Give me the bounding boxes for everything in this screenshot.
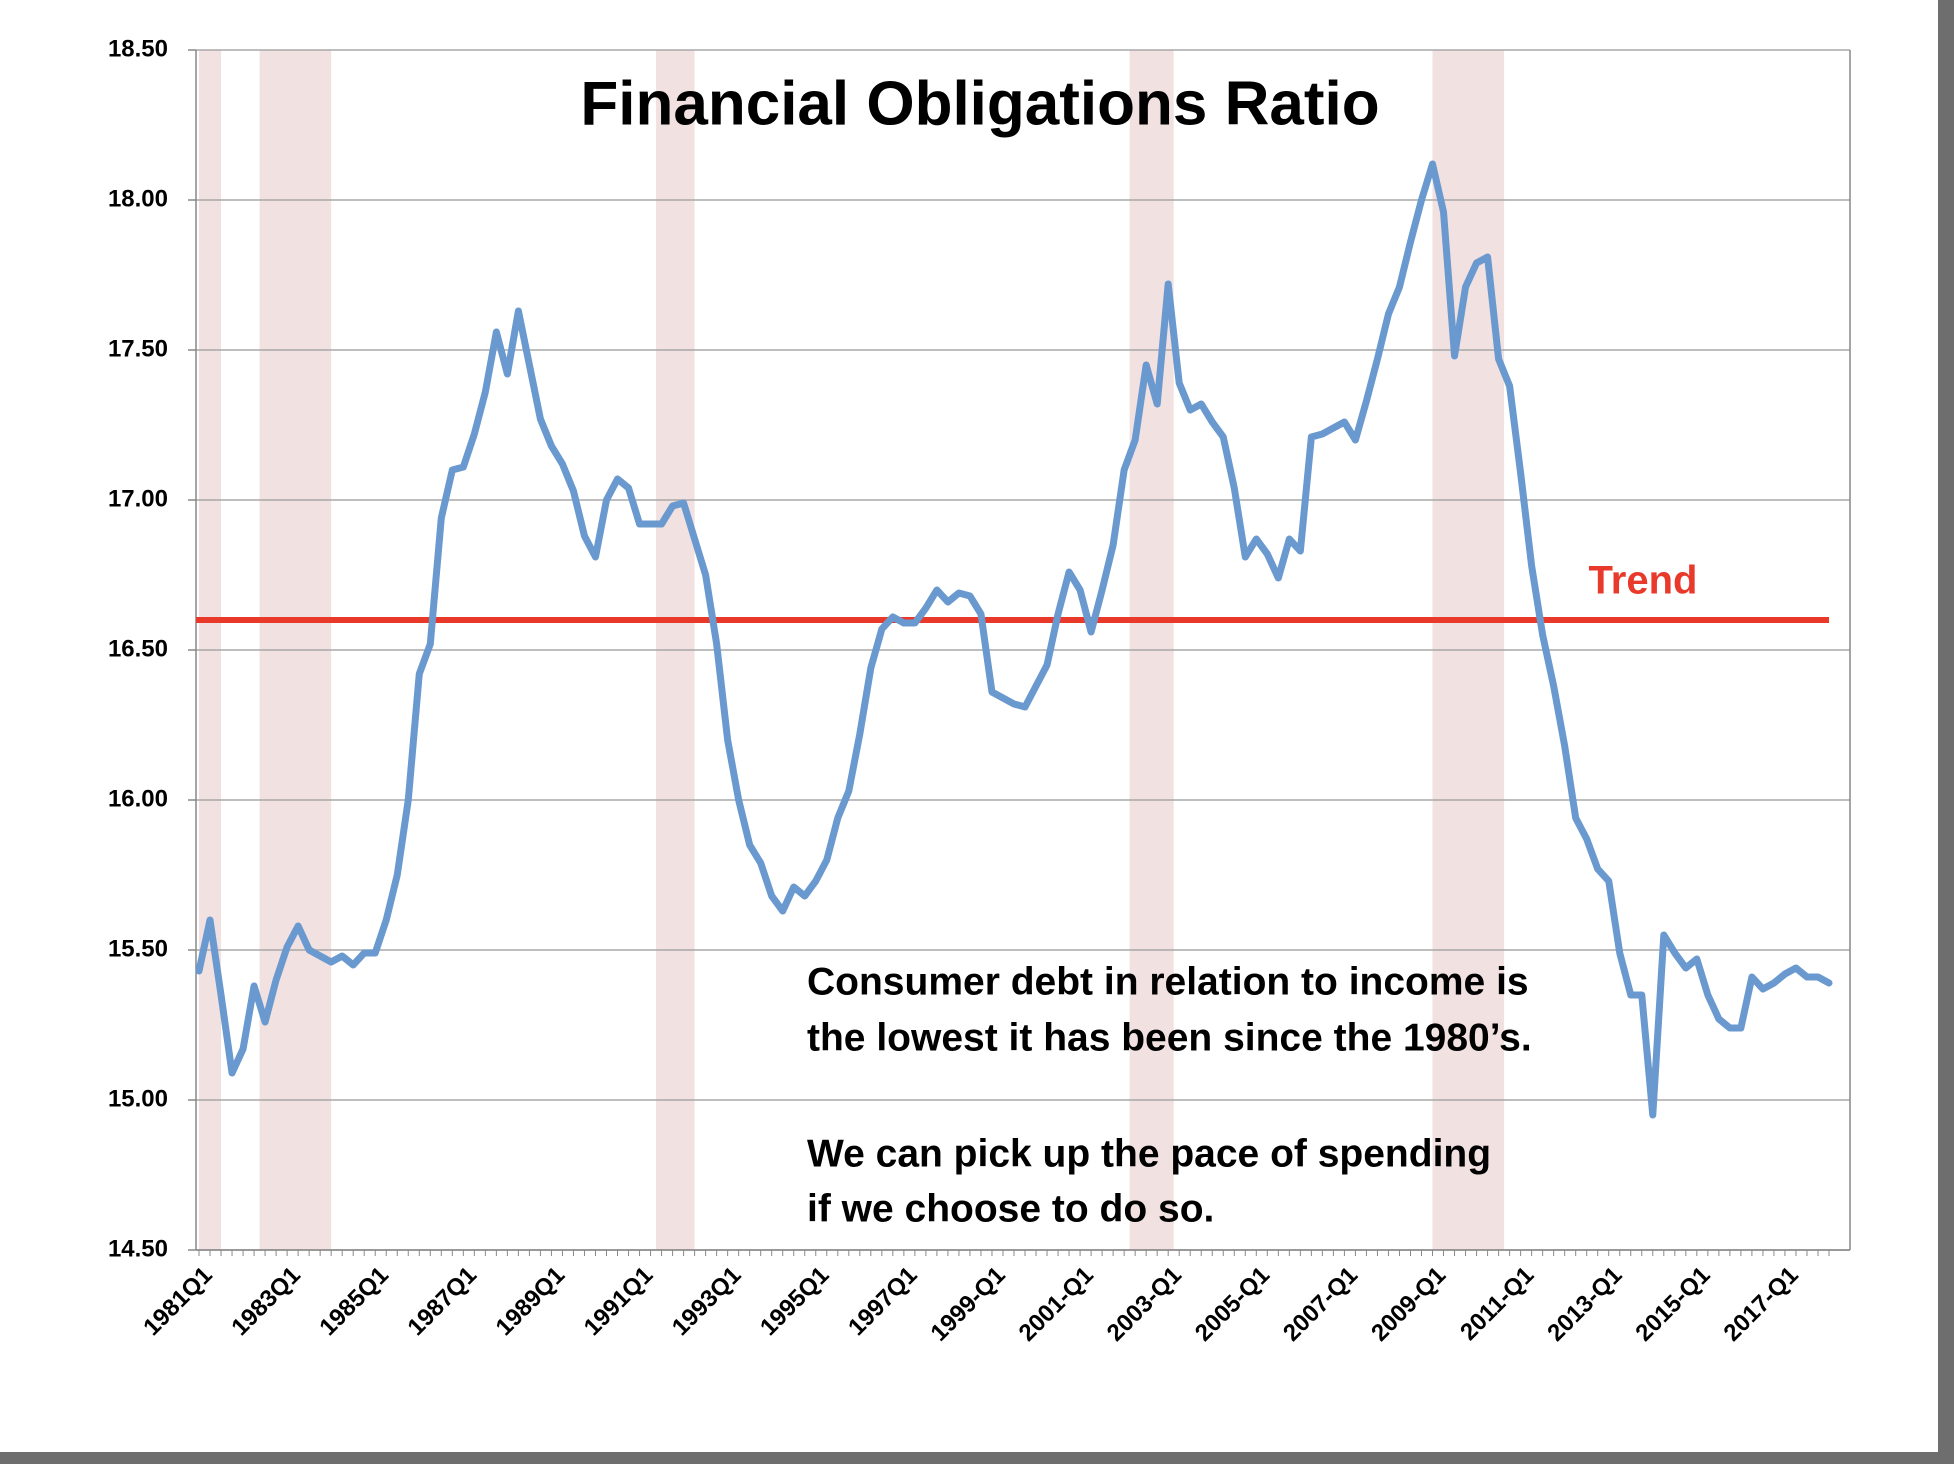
y-tick-label: 15.50 [108,935,168,962]
chart-title: Financial Obligations Ratio [580,69,1379,138]
trend-label: Trend [1589,559,1698,603]
annotation: if we choose to do so. [807,1187,1214,1230]
y-tick-label: 16.00 [108,785,168,812]
annotation: the lowest it has been since the 1980’s. [807,1016,1532,1059]
y-tick-label: 18.00 [108,185,168,212]
y-tick-label: 15.00 [108,1085,168,1112]
y-tick-label: 16.50 [108,635,168,662]
annotation: Consumer debt in relation to income is [807,960,1529,1003]
y-tick-label: 18.50 [108,35,168,62]
y-tick-label: 17.00 [108,485,168,512]
data-line [195,160,1833,1119]
y-tick-label: 17.50 [108,335,168,362]
annotation: We can pick up the pace of spending [807,1132,1491,1175]
y-tick-label: 14.50 [108,1235,168,1262]
